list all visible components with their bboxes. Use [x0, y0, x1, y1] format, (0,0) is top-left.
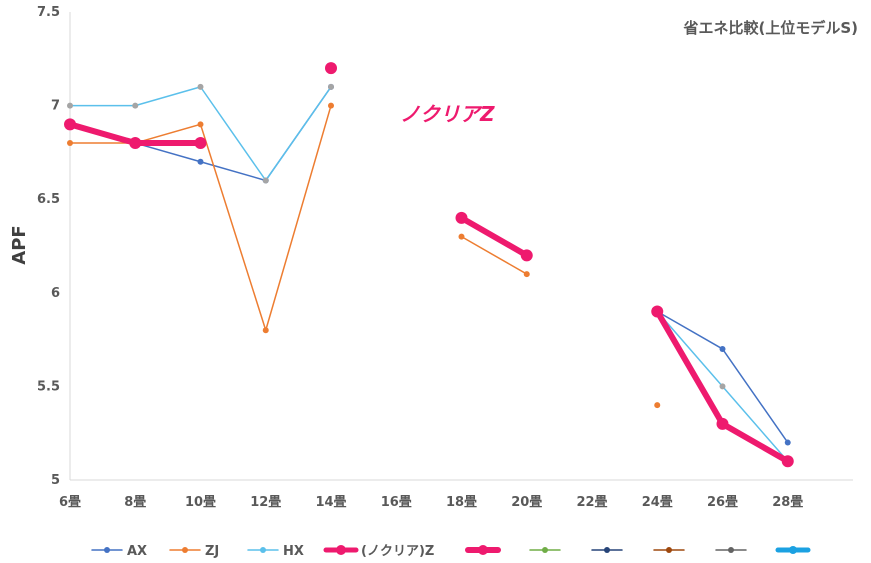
x-tick-label: 8畳 — [124, 495, 146, 510]
series-annotation: ノクリアZ — [400, 102, 495, 126]
legend-label: (ノクリア)Z — [361, 544, 434, 559]
legend-swatch-marker — [666, 547, 672, 553]
legend-swatch-marker — [336, 545, 346, 555]
data-point — [197, 158, 204, 165]
y-tick-label: 6.5 — [37, 192, 60, 207]
legend-item: (ノクリア)Z — [361, 544, 434, 559]
legend-swatch-marker — [182, 547, 188, 553]
series-line — [458, 214, 530, 259]
series-line — [460, 235, 528, 275]
data-point — [197, 121, 204, 128]
series-group — [64, 62, 794, 468]
x-tick-label: 18畳 — [446, 495, 477, 510]
x-tick-label: 6畳 — [59, 495, 81, 510]
data-point — [194, 137, 207, 150]
data-point — [520, 249, 533, 262]
legend-swatch-marker — [604, 547, 610, 553]
x-tick-label: 26畳 — [707, 495, 738, 510]
legend-label: ZJ — [205, 544, 219, 559]
legend-item: HX — [283, 544, 304, 559]
legend-swatch-marker — [260, 547, 266, 553]
legend-swatch-marker — [789, 546, 797, 554]
legend: AX ZJ HX (ノクリア)Z — [91, 544, 811, 559]
legend-item: ZJ — [205, 544, 219, 559]
axes: 5 5.5 6 6.5 7 7.5 6畳 8畳 10畳 12畳 14畳 16畳 18畳 20畳 22畳 24畳… — [37, 5, 853, 510]
legend-label: HX — [283, 544, 304, 559]
data-point — [129, 137, 142, 150]
x-tick-label: 12畳 — [250, 495, 281, 510]
x-tick-label: 22畳 — [576, 495, 607, 510]
legend-item: AX — [127, 544, 147, 559]
data-point — [328, 83, 334, 90]
chart-title: 省エネ比較(上位モデルS) — [682, 19, 858, 37]
data-point — [262, 327, 269, 334]
x-tick-label: 28畳 — [772, 495, 803, 510]
legend-swatch-marker — [478, 545, 488, 555]
data-point — [651, 305, 664, 318]
y-tick-label: 7 — [51, 99, 60, 114]
y-axis-label: APF — [9, 225, 30, 264]
y-tick-label: 6 — [51, 286, 60, 301]
legend-swatch-marker — [728, 547, 734, 553]
data-point — [455, 211, 468, 224]
data-point — [458, 233, 465, 240]
y-tick-label: 5 — [51, 473, 60, 488]
x-tick-label: 10畳 — [185, 495, 216, 510]
legend-swatch-marker — [542, 547, 548, 553]
data-point — [262, 177, 269, 184]
legend-label: AX — [127, 544, 147, 559]
data-point — [64, 118, 76, 131]
data-point — [197, 83, 204, 90]
data-point — [67, 102, 73, 109]
data-point — [719, 345, 726, 352]
data-point — [132, 102, 139, 109]
data-point — [328, 102, 334, 109]
x-tick-label: 24畳 — [642, 495, 673, 510]
data-point — [523, 271, 530, 278]
data-point — [716, 417, 729, 430]
series-1 — [67, 83, 791, 446]
y-tick-label: 7.5 — [37, 5, 60, 20]
series-4 — [64, 62, 794, 468]
data-point — [784, 439, 791, 446]
legend-swatch-marker — [104, 547, 110, 553]
data-point — [781, 455, 794, 468]
data-point — [67, 140, 73, 147]
data-point — [719, 383, 726, 390]
y-tick-label: 5.5 — [37, 379, 60, 394]
data-point — [325, 62, 337, 75]
x-tick-label: 16畳 — [381, 495, 412, 510]
x-tick-label: 20畳 — [511, 495, 542, 510]
x-tick-label: 14畳 — [315, 495, 346, 510]
data-point — [654, 402, 661, 409]
